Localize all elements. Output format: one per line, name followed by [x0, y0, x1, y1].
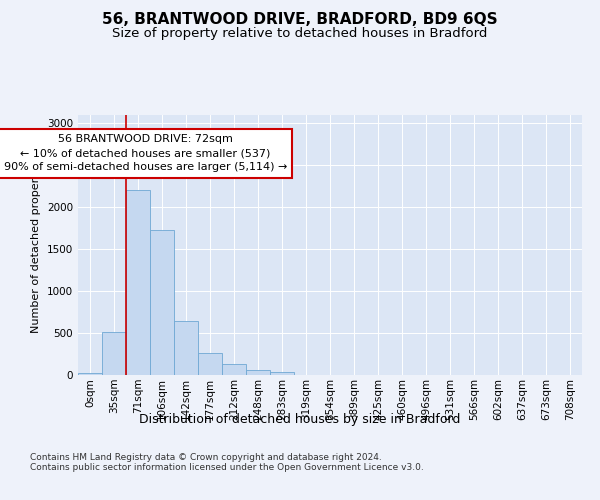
Text: Size of property relative to detached houses in Bradford: Size of property relative to detached ho… [112, 28, 488, 40]
Bar [270, 372, 294, 375]
Y-axis label: Number of detached properties: Number of detached properties [31, 158, 41, 332]
Bar [126, 190, 150, 375]
Text: Contains HM Land Registry data © Crown copyright and database right 2024.
Contai: Contains HM Land Registry data © Crown c… [30, 452, 424, 472]
Bar [222, 364, 246, 375]
Text: Distribution of detached houses by size in Bradford: Distribution of detached houses by size … [139, 412, 461, 426]
Bar [78, 373, 102, 375]
Bar [150, 230, 174, 375]
Bar [174, 322, 198, 375]
Bar [102, 332, 126, 375]
Bar [246, 370, 270, 375]
Text: 56 BRANTWOOD DRIVE: 72sqm
← 10% of detached houses are smaller (537)
90% of semi: 56 BRANTWOOD DRIVE: 72sqm ← 10% of detac… [4, 134, 287, 172]
Bar [198, 353, 222, 375]
Text: 56, BRANTWOOD DRIVE, BRADFORD, BD9 6QS: 56, BRANTWOOD DRIVE, BRADFORD, BD9 6QS [102, 12, 498, 28]
